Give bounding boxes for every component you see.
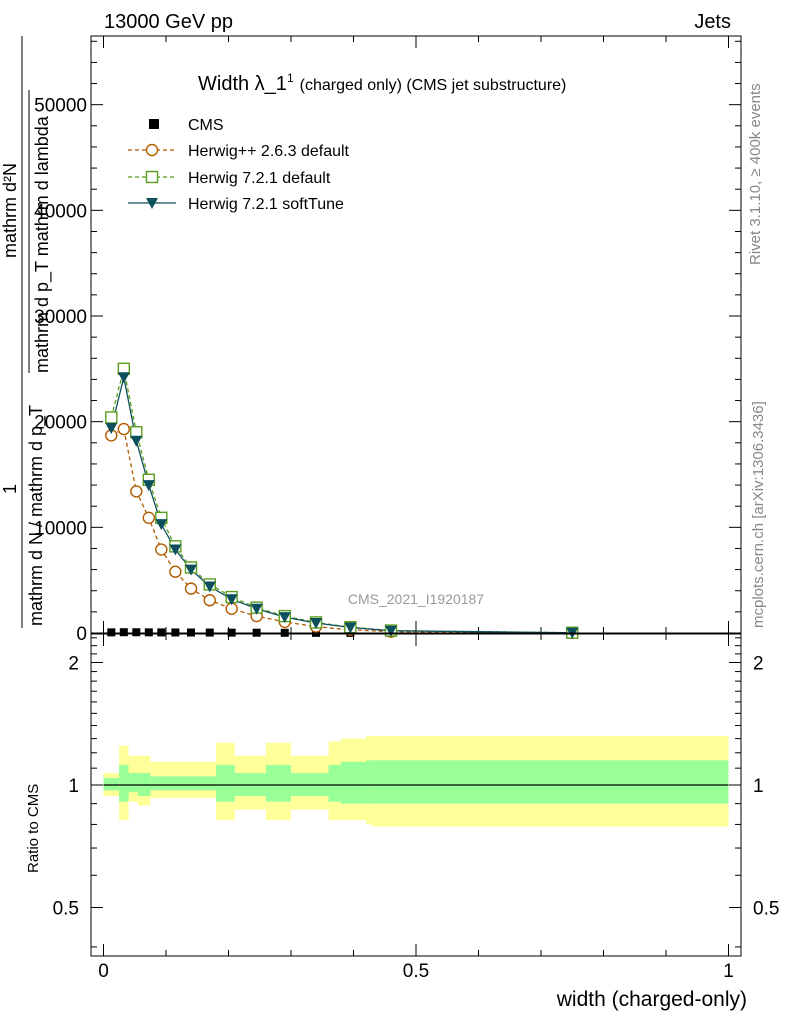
data-point-softtune: [344, 622, 357, 634]
data-point-softtune: [130, 435, 143, 447]
legend-entry-softtune: Herwig 7.2.1 softTune: [128, 196, 344, 213]
ratio-band-green: [341, 761, 366, 804]
ylabel-normalization: mathrm d N / mathrm d p_T: [26, 405, 47, 626]
ratio-bands-layer: [103, 735, 729, 827]
ratio-plot-panel: 0.5 0.5 1 1 2 2 0 0.5 1 Ratio to CMS width (char…: [25, 633, 779, 1011]
legend-marker-cms: [149, 119, 159, 129]
ylabel-one: 1: [0, 484, 20, 494]
ratio-y-tick-label-right: 1: [753, 776, 764, 797]
data-point-cms: [119, 628, 128, 637]
ratio-plot-frame: [90, 633, 742, 957]
main-y-tick-label: 50000: [34, 96, 87, 117]
data-point-cms: [157, 628, 166, 637]
ratio-band-green: [328, 764, 341, 802]
ratio-band-green: [366, 760, 373, 804]
legend-label-herwig263: Herwig++ 2.6.3 default: [188, 143, 350, 160]
rivet-version-label: Rivet 3.1.10, ≥ 400k events: [747, 83, 764, 265]
series-line-3: [110, 377, 573, 634]
ratio-y-tick-label: 1: [68, 776, 79, 797]
ratio-band-green: [156, 776, 179, 791]
ratio-y-axis-label: Ratio to CMS: [25, 784, 42, 873]
ratio-y-tick-label: 0.5: [53, 898, 79, 919]
x-tick-label: 0.5: [403, 961, 429, 982]
x-tick-label: 0: [98, 961, 109, 982]
data-point-softtune: [155, 519, 168, 531]
data-point-herwig263: [117, 422, 131, 436]
data-point-herwig721: [105, 411, 118, 424]
legend-label-herwig721: Herwig 7.2.1 default: [188, 170, 331, 187]
main-y-tick-label: 30000: [34, 307, 87, 328]
legend-label-softtune: Herwig 7.2.1 softTune: [188, 196, 344, 213]
ylabel-denominator: mathrm d p_T mathrm d lambda: [32, 115, 53, 373]
legend-entry-cms: CMS: [149, 117, 224, 134]
main-plot-frame: [90, 35, 742, 634]
data-point-softtune: [105, 423, 118, 435]
series-line-1: [111, 428, 573, 634]
header-energy-label: 13000 GeV pp: [104, 11, 233, 33]
plot-title-main: Width λ_1: [198, 73, 287, 95]
plot-title-sup: 1: [287, 71, 294, 85]
legend-entry-herwig263: Herwig++ 2.6.3 default: [128, 143, 350, 160]
x-tick-label: 1: [723, 961, 734, 982]
ratio-band-green: [150, 776, 157, 791]
x-axis-label: width (charged-only): [556, 988, 747, 1011]
analysis-watermark: CMS_2021_I1920187: [348, 591, 484, 607]
ratio-ticks: 0.5 0.5 1 1 2 2 0 0.5 1: [53, 634, 779, 982]
legend-entry-herwig721: Herwig 7.2.1 default: [128, 170, 331, 187]
legend: CMS Herwig++ 2.6.3 default Herwig 7.2.1 …: [128, 117, 350, 213]
ratio-band-green: [103, 778, 120, 791]
main-y-tick-label: 40000: [34, 201, 87, 222]
main-y-axis-label: mathrm d²N mathrm d p_T mathrm d lambda …: [0, 36, 53, 628]
plot-title: Width λ_11 (charged only) (CMS jet substr…: [198, 71, 566, 95]
ratio-band-green: [216, 764, 235, 802]
data-point-cms: [171, 628, 180, 637]
data-point-softtune: [250, 603, 263, 615]
data-point-herwig263: [203, 594, 216, 607]
main-ticks: 0 10000 20000 30000 40000 50000: [34, 36, 741, 645]
data-point-softtune: [169, 544, 182, 556]
legend-marker-herwig721: [145, 170, 159, 184]
ratio-band-green: [128, 773, 138, 793]
data-point-softtune: [225, 594, 238, 606]
data-point-herwig263: [169, 565, 182, 578]
data-point-softtune: [117, 372, 130, 384]
main-y-tick-label: 0: [76, 624, 87, 645]
ratio-band-green: [266, 764, 291, 802]
legend-marker-herwig263: [145, 143, 159, 157]
ratio-band-green: [119, 764, 129, 802]
main-series-layer: [105, 362, 579, 640]
series-line-2: [110, 368, 573, 634]
ratio-y-tick-label-right: 0.5: [753, 898, 779, 919]
main-y-tick-label: 10000: [34, 518, 87, 539]
data-point-cms: [107, 628, 116, 637]
data-point-softtune: [203, 581, 216, 593]
data-point-cms: [144, 628, 153, 637]
data-point-cms: [132, 628, 141, 637]
mcplots-label: mcplots.cern.ch [arXiv:1306.3436]: [750, 401, 767, 628]
data-point-herwig263: [130, 485, 143, 498]
data-point-herwig263: [142, 511, 156, 525]
ratio-band-green: [372, 760, 729, 804]
data-point-softtune: [310, 617, 322, 629]
ratio-y-tick-label-right: 2: [753, 654, 764, 675]
plot-title-suffix: (charged only) (CMS jet substructure): [300, 77, 567, 94]
ratio-y-tick-label: 2: [68, 654, 79, 675]
data-point-softtune: [278, 612, 291, 624]
data-point-softtune: [185, 564, 197, 576]
data-point-herwig263: [155, 543, 168, 556]
header-jets-label: Jets: [694, 11, 731, 33]
legend-marker-softtune: [146, 198, 158, 209]
data-point-herwig263: [184, 582, 198, 595]
data-point-softtune: [142, 480, 155, 492]
ratio-band-green: [178, 776, 216, 791]
main-y-tick-label: 20000: [34, 413, 87, 434]
data-point-softtune: [385, 625, 397, 637]
ylabel-numerator: mathrm d²N: [0, 163, 20, 258]
legend-label-cms: CMS: [188, 117, 224, 134]
